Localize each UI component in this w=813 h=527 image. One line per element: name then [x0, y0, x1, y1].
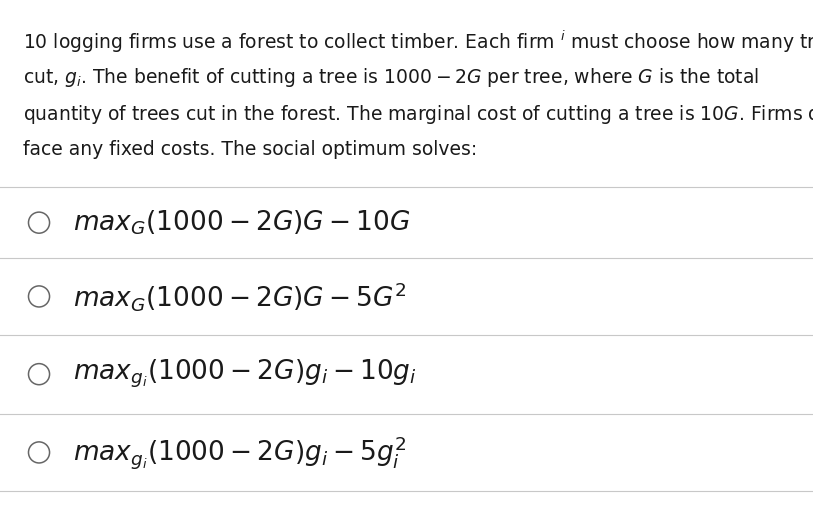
Text: $\mathit{max}_{g_i}(1000-2G)g_i-10g_i$: $\mathit{max}_{g_i}(1000-2G)g_i-10g_i$	[73, 358, 417, 391]
Text: cut, $g_i$. The benefit of cutting a tree is $1000-2G$ per tree, where $G$ is th: cut, $g_i$. The benefit of cutting a tre…	[23, 66, 759, 89]
Text: quantity of trees cut in the forest. The marginal cost of cutting a tree is $10G: quantity of trees cut in the forest. The…	[23, 103, 813, 126]
Text: face any fixed costs. The social optimum solves:: face any fixed costs. The social optimum…	[23, 140, 477, 159]
Text: $\mathit{max}_{g_i}(1000-2G)g_i-5g_i^2$: $\mathit{max}_{g_i}(1000-2G)g_i-5g_i^2$	[73, 434, 407, 471]
Text: 10 logging firms use a forest to collect timber. Each firm $^i$ must choose how : 10 logging firms use a forest to collect…	[23, 29, 813, 55]
Text: $\mathit{max}_G(1000-2G)G-5G^2$: $\mathit{max}_G(1000-2G)G-5G^2$	[73, 280, 407, 313]
Text: $\mathit{max}_G(1000-2G)G-10G$: $\mathit{max}_G(1000-2G)G-10G$	[73, 208, 411, 237]
